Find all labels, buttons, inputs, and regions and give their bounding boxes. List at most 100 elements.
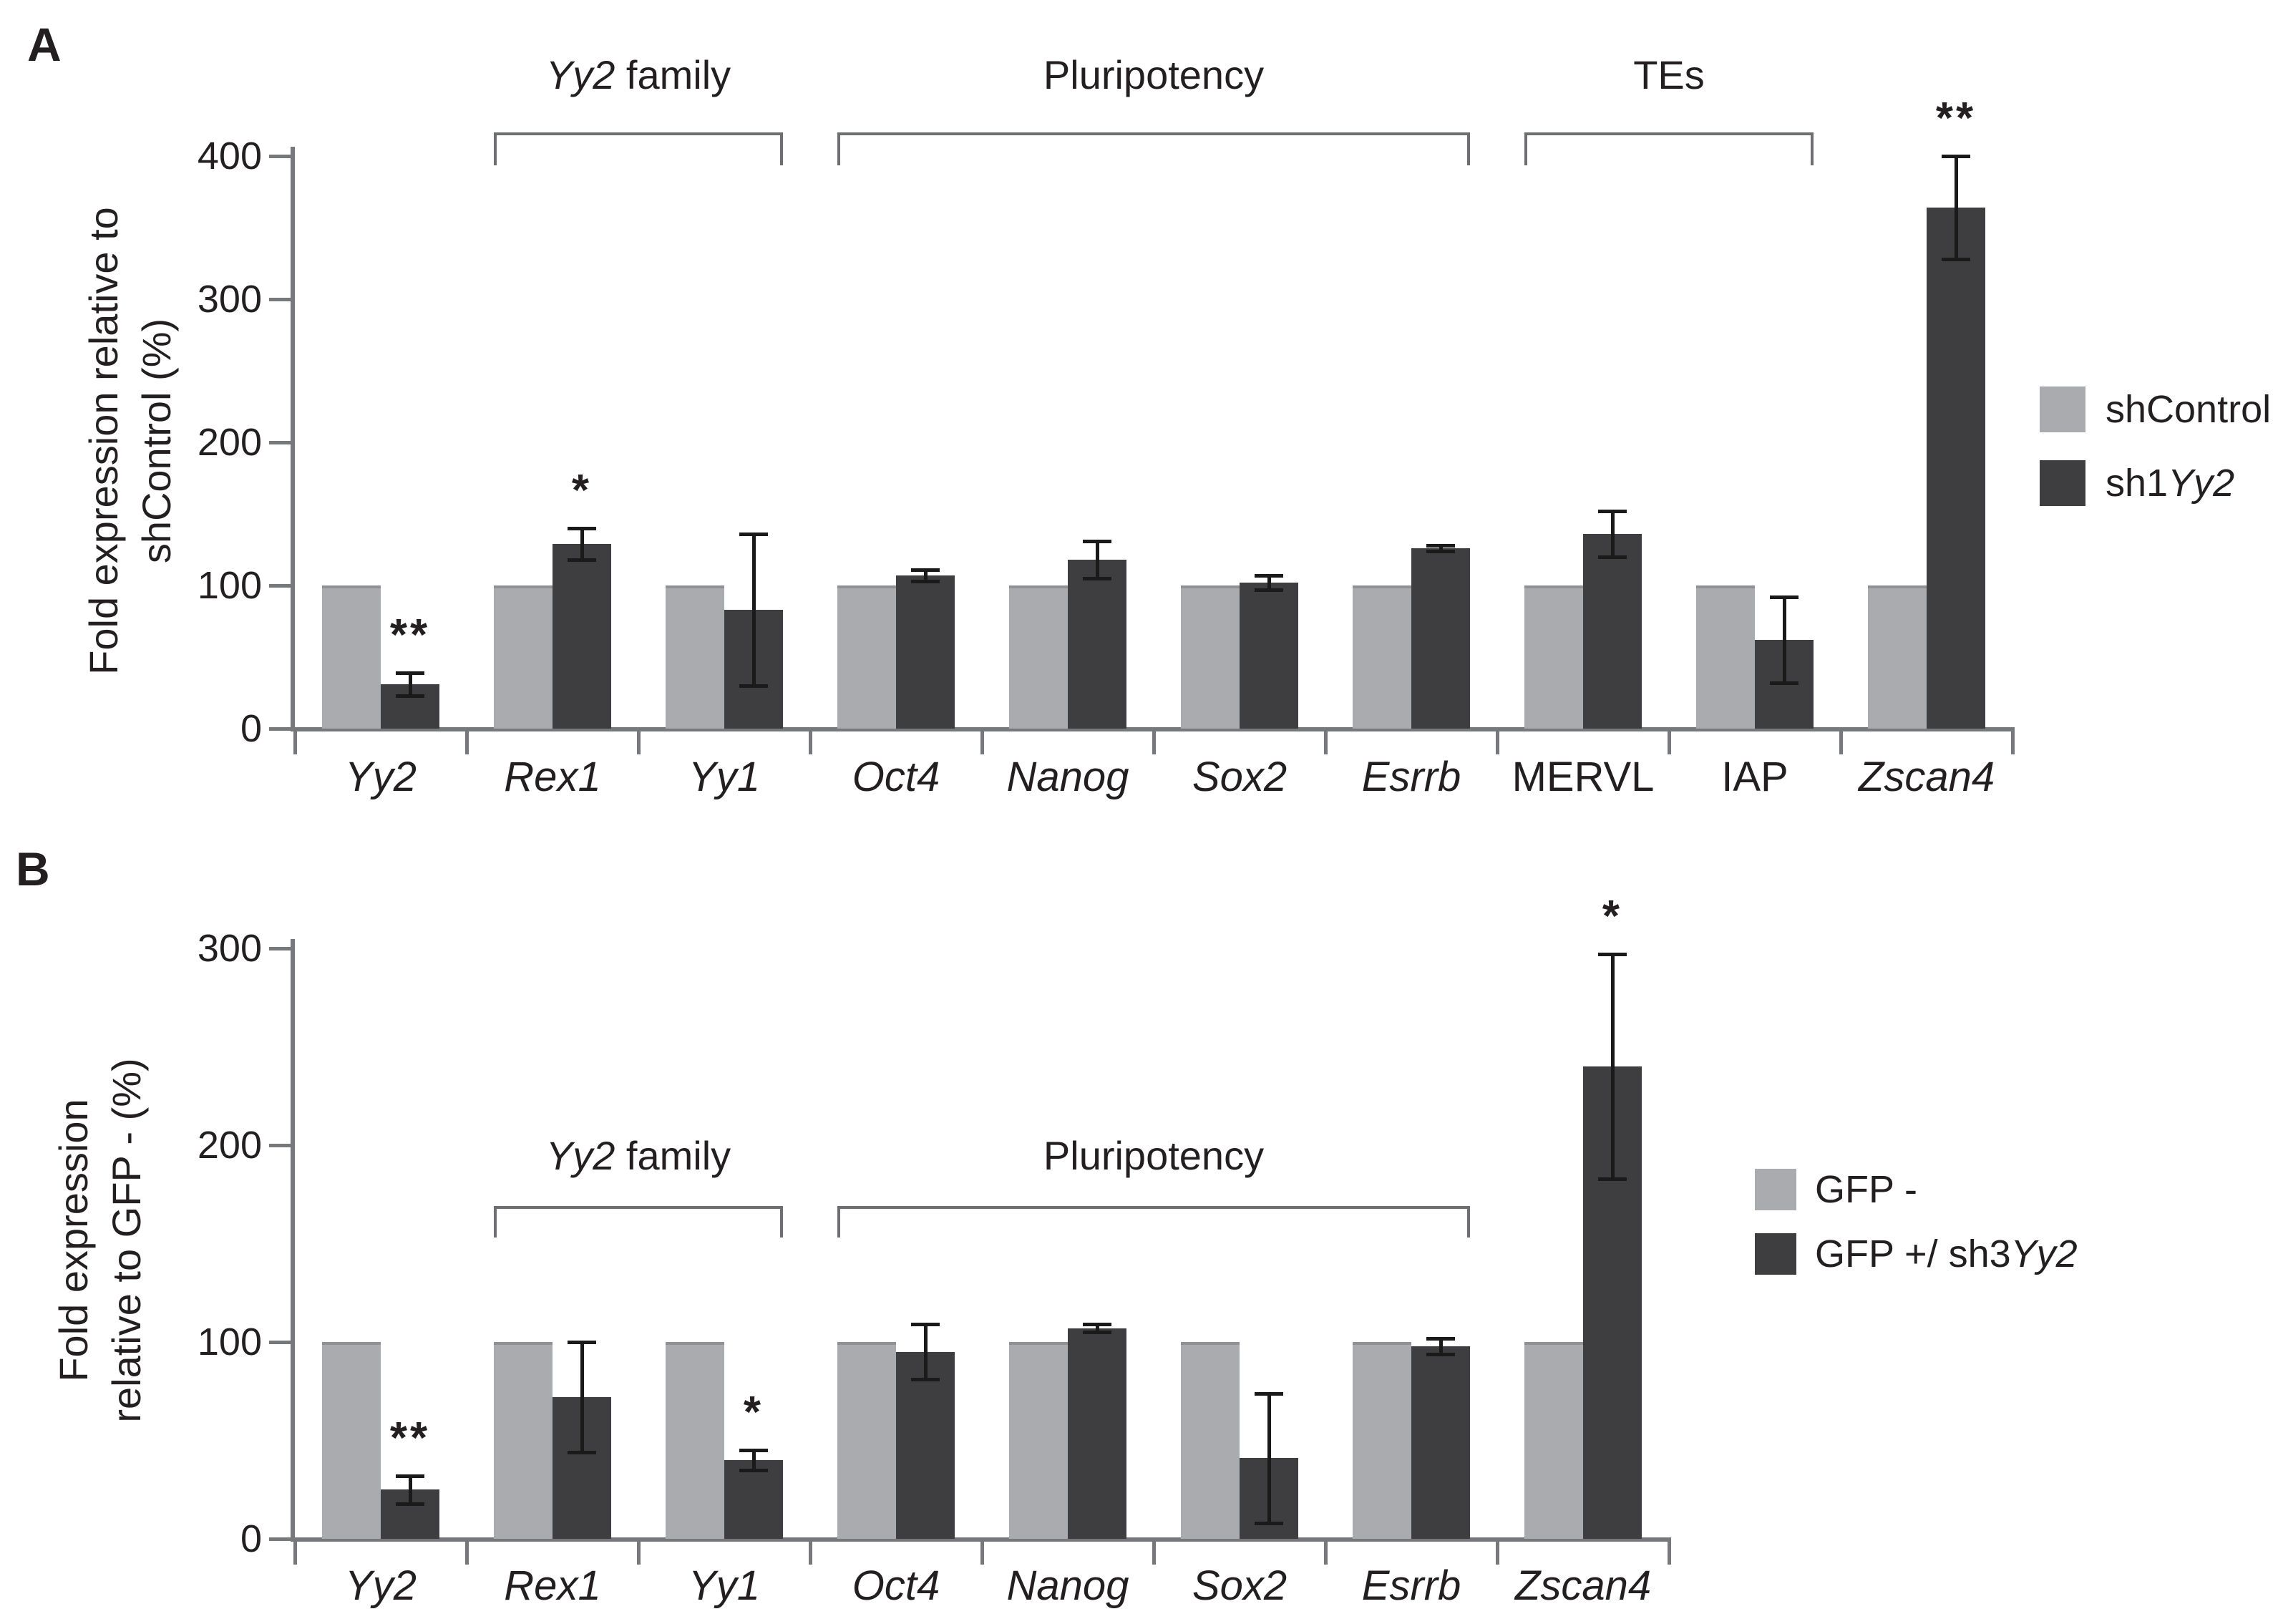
panel-a-bar-treatment-Sox2 <box>1240 583 1298 729</box>
panel-b-bar-control-Oct4 <box>837 1342 896 1539</box>
panel-b-ytick-label-0: 0 <box>240 1517 262 1560</box>
panel-a-x-axis <box>291 727 2015 731</box>
panel-a-bracket-line-2 <box>1524 132 1814 135</box>
panel-a-error-cap-top-MERVL <box>1598 510 1627 513</box>
panel-a-error-bar-Rex1 <box>580 528 584 560</box>
panel-b-bracket-tick-left-0 <box>494 1206 497 1238</box>
panel-a-error-bar-Oct4 <box>924 570 928 581</box>
panel-a-bracket-tick-right-1 <box>1467 132 1470 165</box>
panel-b-error-cap-top-Sox2 <box>1255 1391 1283 1396</box>
panel-b-error-cap-top-Yy1 <box>739 1449 768 1453</box>
panel-a-ytick-label-300: 300 <box>197 278 262 321</box>
panel-b-error-cap-bottom-Oct4 <box>911 1378 940 1382</box>
panel-a-ytick-300 <box>269 298 291 301</box>
panel-a-error-bar-Nanog <box>1096 541 1099 578</box>
panel-a-error-cap-bottom-Nanog <box>1083 577 1111 580</box>
panel-b-bar-control-Yy1 <box>666 1342 724 1539</box>
panel-b-y-axis-title-line1: Fold expression <box>51 1099 96 1382</box>
panel-b-ytick-200 <box>269 1144 291 1147</box>
panel-a-bracket-tick-left-2 <box>1524 132 1527 165</box>
panel-a-ytick-400 <box>269 155 291 158</box>
panel-b-bracket-line-1 <box>837 1206 1470 1209</box>
panel-b-error-bar-Esrrb <box>1439 1338 1443 1354</box>
panel-b-legend-label-control: GFP - <box>1815 1169 1917 1210</box>
panel-a-error-cap-bottom-Yy2 <box>396 694 424 698</box>
panel-b-xtick-4 <box>980 1542 984 1565</box>
panel-b-category-label-Yy1: Yy1 <box>688 1562 760 1609</box>
panel-b-error-cap-bottom-Sox2 <box>1255 1522 1283 1525</box>
panel-b-error-cap-top-Nanog <box>1083 1323 1111 1327</box>
panel-b-xtick-5 <box>1152 1542 1156 1565</box>
panel-a-bar-control-Oct4 <box>837 585 896 729</box>
panel-a-bar-treatment-Esrrb <box>1411 548 1470 729</box>
panel-b-error-bar-Sox2 <box>1267 1393 1271 1523</box>
panel-b-error-cap-top-Yy2 <box>396 1474 424 1478</box>
panel-b-legend-swatch-control <box>1755 1169 1796 1210</box>
panel-a-error-cap-top-Rex1 <box>568 527 596 530</box>
panel-a-error-cap-bottom-IAP <box>1770 681 1798 685</box>
panel-a-significance-Yy2: ** <box>389 611 431 660</box>
panel-a-legend-swatch-control <box>2040 386 2085 432</box>
panel-b-significance-Zscan4: * <box>1602 892 1623 942</box>
panel-a-error-cap-top-Yy1 <box>739 533 768 536</box>
panel-a-ytick-label-200: 200 <box>197 421 262 464</box>
panel-a-xtick-3 <box>809 731 812 754</box>
panel-a-label: A <box>27 18 62 71</box>
panel-a-bar-control-Nanog <box>1009 585 1068 729</box>
panel-a-xtick-2 <box>637 731 641 754</box>
panel-a-bracket-tick-left-1 <box>837 132 840 165</box>
label-part: GFP +/ sh3 <box>1815 1232 2011 1275</box>
panel-a-bar-treatment-MERVL <box>1583 534 1642 729</box>
label-part: Yy2 <box>545 52 615 97</box>
panel-b-bar-treatment-Esrrb <box>1411 1346 1470 1539</box>
panel-b-error-cap-top-Oct4 <box>911 1323 940 1327</box>
panel-a-bracket-tick-left-0 <box>494 132 497 165</box>
panel-a-error-bar-IAP <box>1783 597 1786 683</box>
panel-a-category-label-Yy2: Yy2 <box>345 754 417 800</box>
panel-b-xtick-2 <box>637 1542 641 1565</box>
panel-a-xtick-9 <box>1839 731 1843 754</box>
panel-a-legend-label-treatment: sh1Yy2 <box>2106 460 2234 506</box>
panel-b-error-cap-bottom-Yy2 <box>396 1502 424 1506</box>
panel-a-bracket-label-0: Yy2 family <box>352 52 925 98</box>
panel-a-bracket-tick-right-0 <box>780 132 783 165</box>
panel-b-x-axis <box>291 1537 1671 1542</box>
panel-b-xtick-8 <box>1668 1542 1671 1565</box>
panel-a-bracket-line-0 <box>494 132 783 135</box>
panel-b-error-bar-Rex1 <box>580 1342 584 1452</box>
label-part: Yy2 <box>545 1133 615 1178</box>
panel-b-xtick-6 <box>1324 1542 1328 1565</box>
panel-b-significance-Yy2: ** <box>389 1414 431 1463</box>
panel-b-category-label-Yy2: Yy2 <box>345 1562 417 1609</box>
panel-a-bar-control-Yy1 <box>666 585 724 729</box>
panel-b-error-cap-top-Esrrb <box>1426 1336 1455 1341</box>
panel-a-bar-control-Rex1 <box>494 585 553 729</box>
panel-a-y-axis <box>291 147 295 731</box>
panel-b-error-cap-top-Zscan4 <box>1598 953 1627 957</box>
panel-b-error-bar-Yy1 <box>752 1450 756 1470</box>
panel-b-bar-control-Rex1 <box>494 1342 553 1539</box>
label-part: TEs <box>1633 52 1705 97</box>
panel-a-xtick-4 <box>980 731 984 754</box>
panel-b-ytick-label-300: 300 <box>197 927 262 970</box>
label-part: Pluripotency <box>1043 1133 1265 1178</box>
panel-a-ytick-label-400: 400 <box>197 135 262 178</box>
panel-a-xtick-1 <box>465 731 469 754</box>
panel-a-error-cap-bottom-Yy1 <box>739 684 768 688</box>
panel-b-error-cap-bottom-Nanog <box>1083 1331 1111 1335</box>
panel-a-ytick-label-100: 100 <box>197 564 262 607</box>
panel-b-bar-treatment-Nanog <box>1068 1328 1126 1539</box>
panel-a-bar-control-IAP <box>1696 585 1755 729</box>
panel-b-label: B <box>16 842 50 895</box>
panel-b-error-cap-top-Rex1 <box>568 1341 596 1344</box>
panel-b-ytick-100 <box>269 1341 291 1344</box>
panel-b-ytick-label-100: 100 <box>197 1321 262 1363</box>
label-part: family <box>615 1133 731 1178</box>
panel-a-ytick-200 <box>269 441 291 444</box>
panel-a-xtick-10 <box>2011 731 2015 754</box>
panel-b-y-axis-title: Fold expression relative to GFP - (%) <box>47 1058 153 1422</box>
panel-a-bar-control-Sox2 <box>1181 585 1240 729</box>
panel-b-ytick-300 <box>269 947 291 950</box>
panel-a-ytick-100 <box>269 584 291 588</box>
panel-a-error-bar-Sox2 <box>1267 575 1271 590</box>
